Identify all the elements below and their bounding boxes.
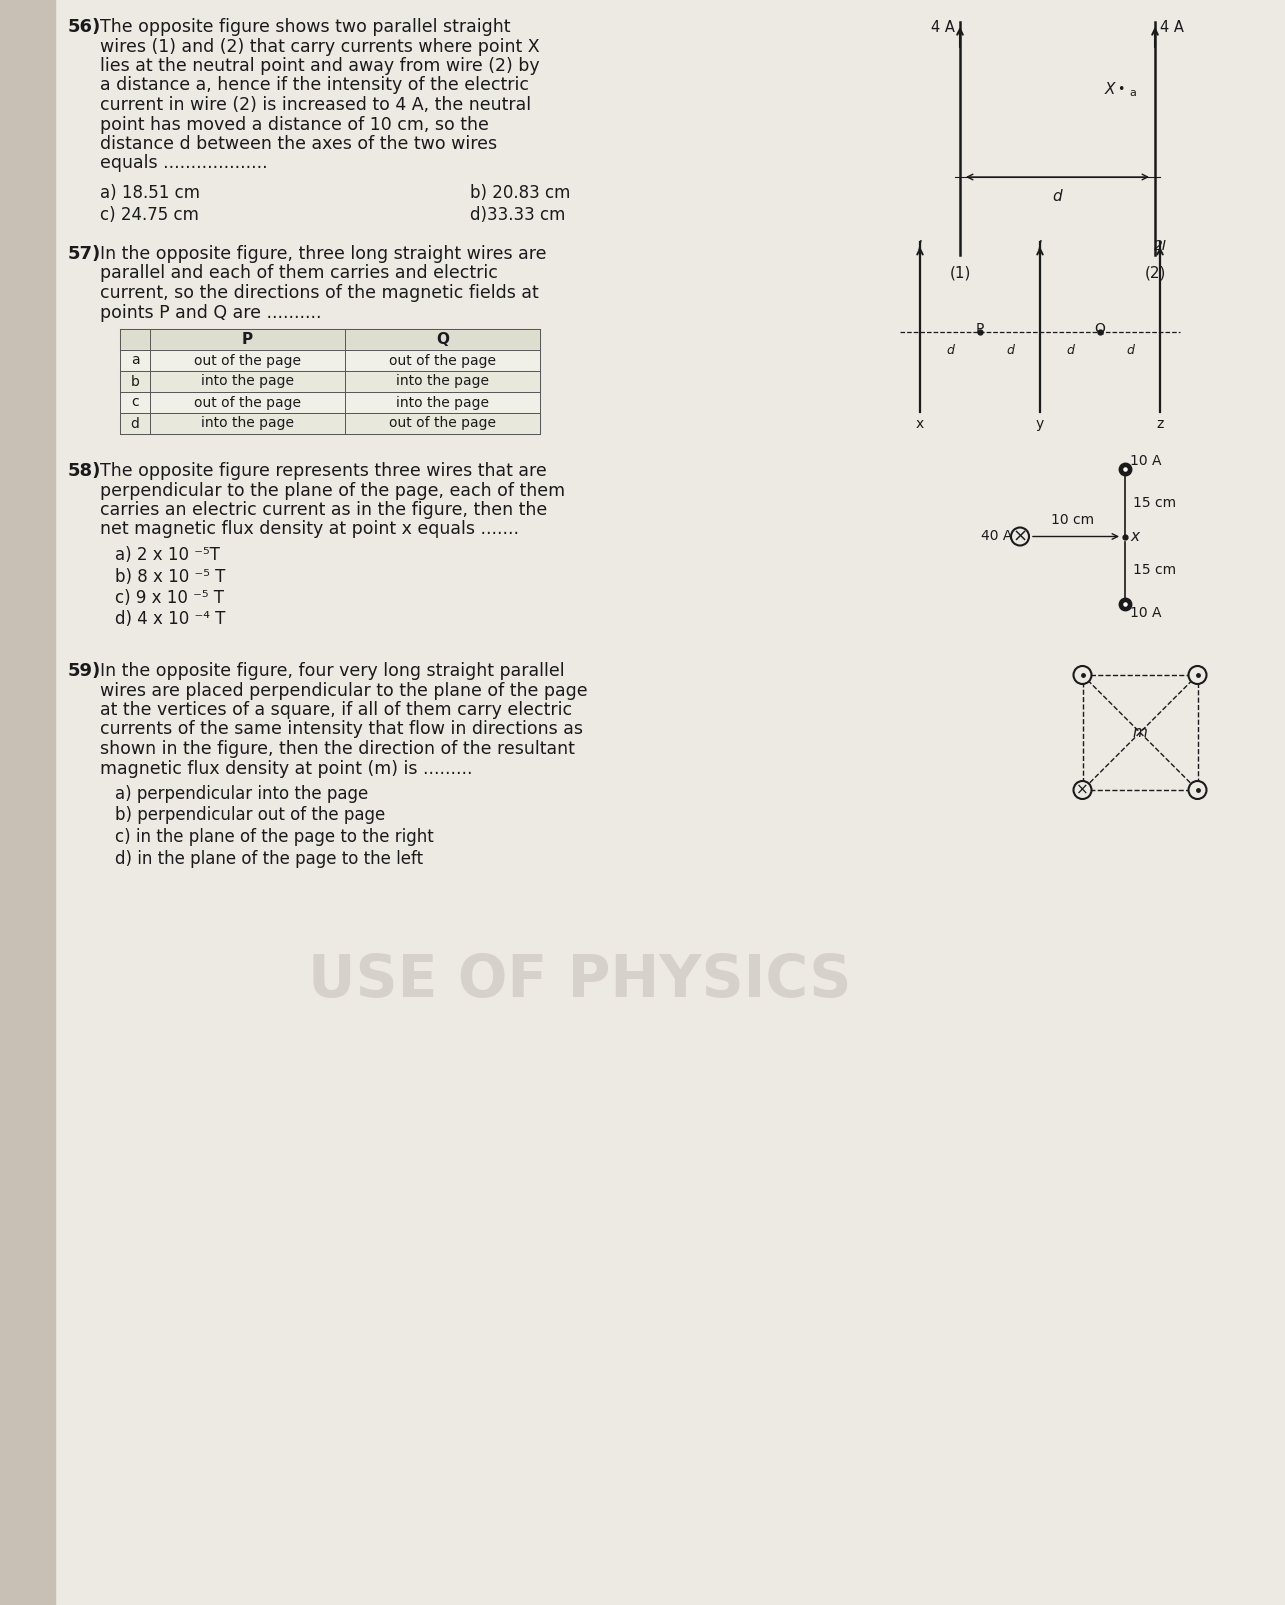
Text: shown in the figure, then the direction of the resultant: shown in the figure, then the direction … <box>100 740 574 758</box>
Circle shape <box>1189 782 1207 799</box>
Text: wires (1) and (2) that carry currents where point X: wires (1) and (2) that carry currents wh… <box>100 37 540 56</box>
Text: equals ...................: equals ................... <box>100 154 267 172</box>
Text: wires are placed perpendicular to the plane of the page: wires are placed perpendicular to the pl… <box>100 682 587 700</box>
Text: c) 9 x 10 ⁻⁵ T: c) 9 x 10 ⁻⁵ T <box>114 589 224 607</box>
Bar <box>0 0 55 1605</box>
Text: (1): (1) <box>950 265 970 279</box>
Text: P: P <box>975 323 984 335</box>
Text: z: z <box>1156 417 1164 432</box>
Circle shape <box>1073 782 1091 799</box>
Text: ×: × <box>1076 783 1088 798</box>
Text: 56): 56) <box>68 18 102 35</box>
Text: d: d <box>131 417 140 430</box>
Text: magnetic flux density at point (m) is .........: magnetic flux density at point (m) is ..… <box>100 759 473 777</box>
Text: d) in the plane of the page to the left: d) in the plane of the page to the left <box>114 849 423 867</box>
Text: out of the page: out of the page <box>389 417 496 430</box>
Text: c) in the plane of the page to the right: c) in the plane of the page to the right <box>114 828 434 846</box>
Text: out of the page: out of the page <box>194 395 301 409</box>
Text: a) 2 x 10 ⁻⁵T: a) 2 x 10 ⁻⁵T <box>114 546 220 563</box>
Text: P: P <box>242 332 253 347</box>
Text: The opposite figure represents three wires that are: The opposite figure represents three wir… <box>100 462 546 480</box>
Text: distance d between the axes of the two wires: distance d between the axes of the two w… <box>100 135 497 152</box>
Text: b) 8 x 10 ⁻⁵ T: b) 8 x 10 ⁻⁵ T <box>114 568 225 586</box>
Circle shape <box>1011 528 1029 546</box>
Bar <box>120 350 540 371</box>
Text: Q: Q <box>1095 323 1105 335</box>
Text: ×: × <box>1013 528 1028 546</box>
Text: out of the page: out of the page <box>389 353 496 368</box>
Text: into the page: into the page <box>396 395 490 409</box>
Text: 10 A: 10 A <box>1130 454 1162 469</box>
Text: d: d <box>1067 343 1074 356</box>
Text: b) perpendicular out of the page: b) perpendicular out of the page <box>114 806 386 825</box>
Text: a) perpendicular into the page: a) perpendicular into the page <box>114 785 369 802</box>
Text: x: x <box>916 417 924 432</box>
Text: The opposite figure shows two parallel straight: The opposite figure shows two parallel s… <box>100 18 510 35</box>
Text: 57): 57) <box>68 246 102 263</box>
Text: a: a <box>1130 88 1136 98</box>
Text: 59): 59) <box>68 661 102 681</box>
Text: into the page: into the page <box>200 417 294 430</box>
Text: d: d <box>1052 189 1063 204</box>
Text: 40 A: 40 A <box>980 530 1013 544</box>
Text: currents of the same intensity that flow in directions as: currents of the same intensity that flow… <box>100 721 583 738</box>
Text: d: d <box>1006 343 1014 356</box>
Text: lies at the neutral point and away from wire (2) by: lies at the neutral point and away from … <box>100 58 540 75</box>
Text: b: b <box>131 374 140 388</box>
Text: 4 A: 4 A <box>932 19 955 35</box>
Text: 10 cm: 10 cm <box>1051 512 1094 526</box>
Text: •: • <box>1117 83 1124 96</box>
Text: In the opposite figure, three long straight wires are: In the opposite figure, three long strai… <box>100 246 546 263</box>
Text: d) 4 x 10 ⁻⁴ T: d) 4 x 10 ⁻⁴ T <box>114 610 225 629</box>
Text: (2): (2) <box>1145 265 1165 279</box>
Text: c) 24.75 cm: c) 24.75 cm <box>100 207 199 225</box>
Text: In the opposite figure, four very long straight parallel: In the opposite figure, four very long s… <box>100 661 564 681</box>
Text: current, so the directions of the magnetic fields at: current, so the directions of the magnet… <box>100 284 538 302</box>
Text: point has moved a distance of 10 cm, so the: point has moved a distance of 10 cm, so … <box>100 116 488 133</box>
Text: current in wire (2) is increased to 4 A, the neutral: current in wire (2) is increased to 4 A,… <box>100 96 531 114</box>
Text: net magnetic flux density at point x equals .......: net magnetic flux density at point x equ… <box>100 520 519 539</box>
Text: perpendicular to the plane of the page, each of them: perpendicular to the plane of the page, … <box>100 482 565 499</box>
Text: USE OF PHYSICS: USE OF PHYSICS <box>308 952 852 1010</box>
Text: 10 A: 10 A <box>1130 607 1162 620</box>
Bar <box>120 412 540 433</box>
Text: a: a <box>131 353 139 368</box>
Text: 15 cm: 15 cm <box>1133 563 1176 578</box>
Text: into the page: into the page <box>200 374 294 388</box>
Circle shape <box>1189 666 1207 684</box>
Text: I: I <box>917 239 923 254</box>
Text: I: I <box>1038 239 1042 254</box>
Text: a) 18.51 cm: a) 18.51 cm <box>100 185 200 202</box>
Text: at the vertices of a square, if all of them carry electric: at the vertices of a square, if all of t… <box>100 701 572 719</box>
Text: 58): 58) <box>68 462 102 480</box>
Text: 2I: 2I <box>1154 239 1167 254</box>
Text: Q: Q <box>436 332 448 347</box>
Text: y: y <box>1036 417 1045 432</box>
Bar <box>120 371 540 392</box>
Text: out of the page: out of the page <box>194 353 301 368</box>
Text: d)33.33 cm: d)33.33 cm <box>470 207 565 225</box>
Text: X: X <box>1105 82 1115 98</box>
Text: into the page: into the page <box>396 374 490 388</box>
Text: 15 cm: 15 cm <box>1133 496 1176 510</box>
Text: parallel and each of them carries and electric: parallel and each of them carries and el… <box>100 265 497 282</box>
Text: b) 20.83 cm: b) 20.83 cm <box>470 185 571 202</box>
Text: carries an electric current as in the figure, then the: carries an electric current as in the fi… <box>100 501 547 518</box>
Text: points P and Q are ..........: points P and Q are .......... <box>100 303 321 321</box>
Text: d: d <box>946 343 953 356</box>
Text: m: m <box>1132 725 1148 740</box>
Bar <box>120 329 540 350</box>
Bar <box>120 392 540 412</box>
Circle shape <box>1073 666 1091 684</box>
Text: x: x <box>1130 530 1139 544</box>
Text: a distance a, hence if the intensity of the electric: a distance a, hence if the intensity of … <box>100 77 529 95</box>
Text: c: c <box>131 395 139 409</box>
Text: 4 A: 4 A <box>1160 19 1183 35</box>
Text: d: d <box>1126 343 1133 356</box>
